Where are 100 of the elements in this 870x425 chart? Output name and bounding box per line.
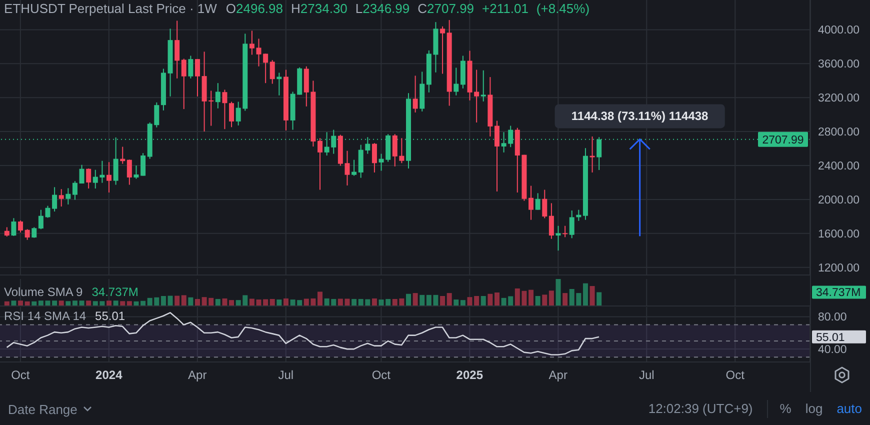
bar [160,296,166,306]
candlestick [52,186,58,212]
bar [590,286,595,306]
bar [440,296,446,306]
candlestick [270,60,275,84]
bar [113,300,118,306]
candlestick [480,70,486,102]
candlestick [562,225,568,238]
line-series [6,312,600,356]
x-tick-label: Jul [278,368,294,382]
candlestick [352,159,357,176]
bar [168,296,173,306]
chart-title: ETHUSDT Perpetual Last Price · 1W [4,1,217,16]
x-tick-label: Oct [726,368,746,382]
x-tick-label: Oct [372,368,392,382]
annotation: 34.737M [92,285,138,300]
candlestick [318,138,323,190]
bar [454,300,459,306]
chart-title: RSI 14 SMA 14 [4,309,86,324]
bar [18,300,24,306]
bar [542,294,548,306]
text: 34.737M [816,287,861,300]
bar [215,298,220,306]
y-tick-label: 2000.00 [818,194,860,206]
bar [582,283,588,306]
bar [480,296,486,306]
candlestick [590,136,595,173]
x-tick-label: Jul [638,368,654,382]
candlestick [548,202,554,240]
bar [446,293,452,306]
x-tick-label: 2024 [96,368,123,382]
bar [276,300,282,306]
bar [52,300,58,306]
candlestick [412,75,418,113]
bar [229,300,234,306]
bar [372,298,377,306]
candlestick [535,192,540,210]
bar [249,298,254,306]
bar [596,292,602,306]
bar [352,298,357,306]
candlestick [556,225,561,252]
bar [460,300,466,306]
x-tick-label: Apr [188,368,207,382]
candlestick [140,152,146,176]
text: % [766,400,792,418]
text: log [805,400,823,418]
candlestick [79,164,84,184]
bar [120,301,126,306]
candlestick [229,101,234,128]
x-tick-label: Oct [11,368,30,382]
bar [106,300,112,306]
text: auto [836,400,862,418]
candlestick [194,58,200,97]
annotation: 55.01 [95,309,126,324]
bar [488,294,493,306]
bar [194,298,200,306]
bar [548,290,554,306]
candlestick [66,188,71,205]
candlestick [11,218,16,236]
text: Volume SMA 9 [4,285,83,300]
bar [174,296,180,306]
bar [494,292,500,306]
bar [270,298,275,306]
candlestick [86,168,92,190]
candlestick [181,58,186,110]
text: 12:02:39 (UTC+9) [648,400,753,418]
candlestick [72,180,78,200]
candlestick [126,159,132,186]
candlestick [454,67,459,96]
ref-line-label: 2707.99 [762,134,804,146]
x-tick-label: 2025 [456,368,484,382]
bar [412,293,418,306]
bar [222,298,228,306]
bar [58,300,64,306]
text: Date Range [8,402,78,416]
y-tick-label: 80.00 [818,312,847,324]
candlestick [58,188,64,208]
candlestick [528,185,534,220]
candlestick [542,189,548,219]
bar [126,301,132,306]
bar [535,296,540,306]
candlestick [188,55,194,79]
bar [283,298,288,306]
x-tick-label: Apr [548,368,568,382]
y-tick-label: 1600.00 [818,228,860,240]
candlestick [4,226,10,238]
candlestick [215,82,220,109]
bar [66,301,71,306]
bar [420,294,425,306]
text: 55.01 [816,332,845,344]
candlestick [24,228,30,240]
bar [318,292,323,306]
bar [181,295,186,306]
bar [79,300,84,306]
candlestick [222,89,228,130]
candlestick [174,20,180,79]
bar [528,290,534,306]
candlestick [372,142,377,173]
candlestick [134,165,139,180]
bar [86,300,92,306]
